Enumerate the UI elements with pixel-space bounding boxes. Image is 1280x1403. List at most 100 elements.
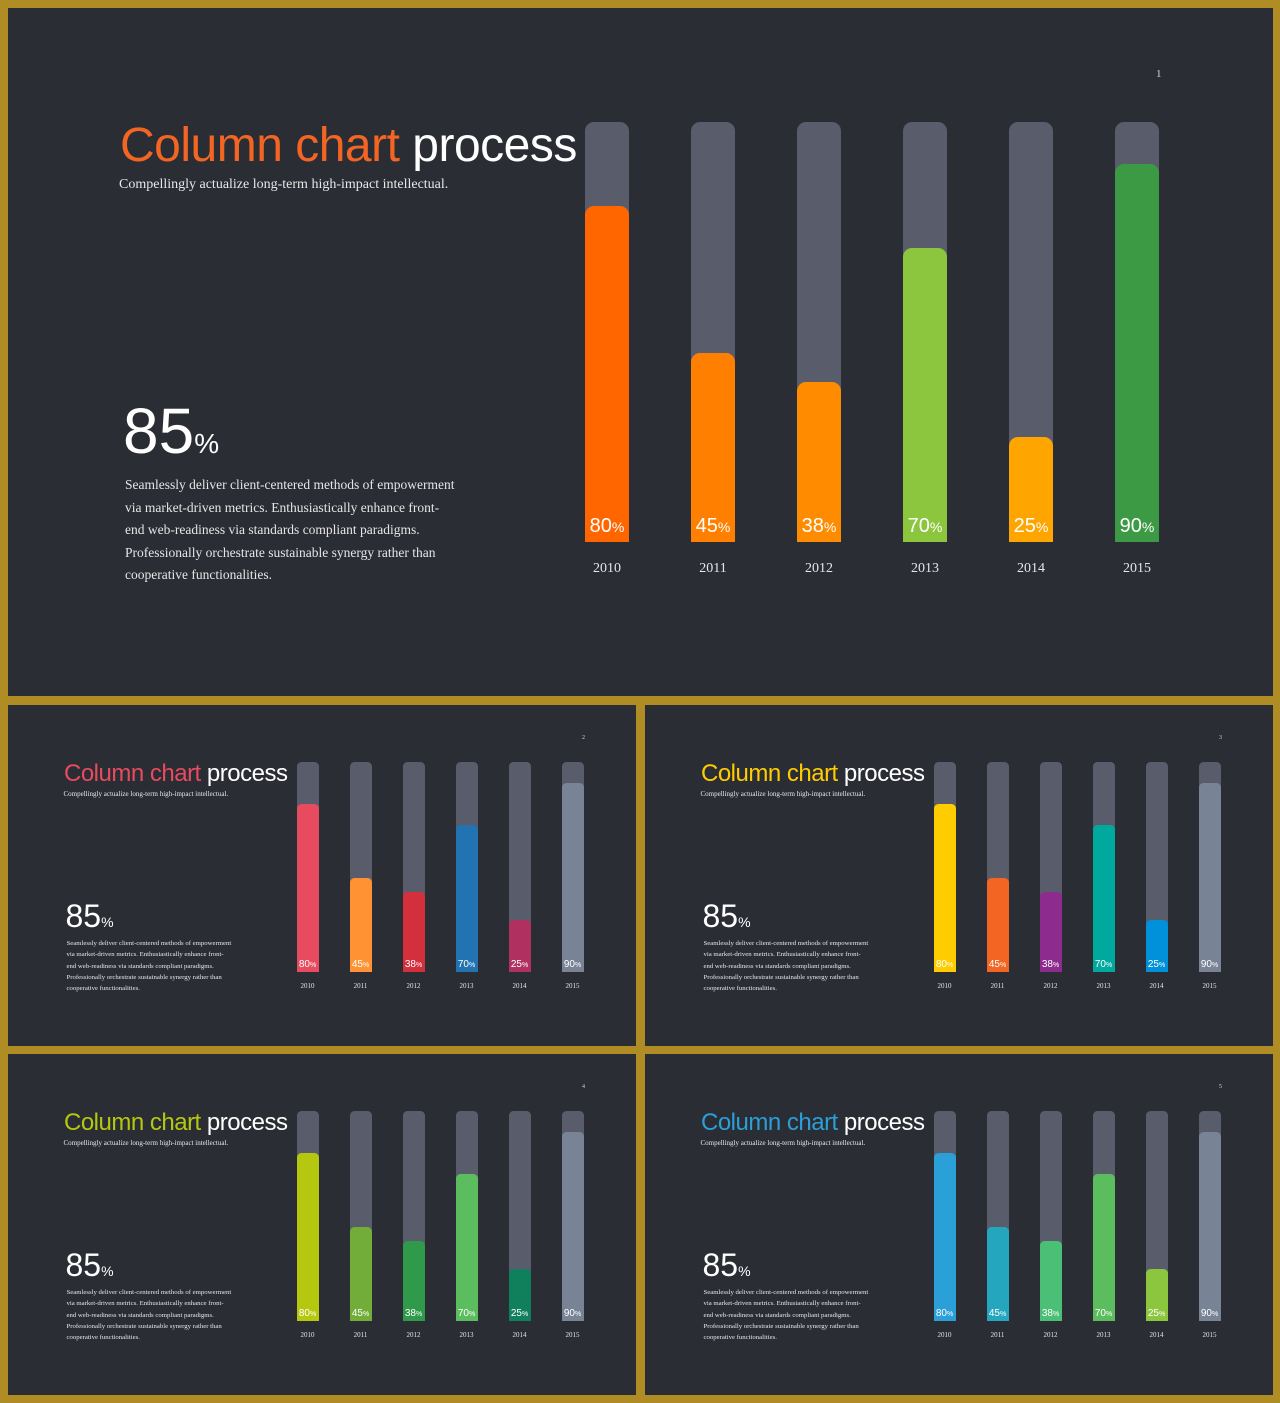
bar-value-number: 25 xyxy=(510,1308,522,1319)
bar-value-unit: % xyxy=(309,962,317,969)
body-text: Seamlessly deliver client-centered metho… xyxy=(704,1287,869,1343)
title-accent: Column chart xyxy=(701,760,838,787)
x-tick-label: 2014 xyxy=(1017,561,1045,576)
slide-title: Column chart process xyxy=(701,1109,925,1137)
bar-track-2013: 70% xyxy=(1092,1111,1115,1321)
title-accent: Column chart xyxy=(64,760,201,787)
body-line: end web-readiness via standards complian… xyxy=(703,1311,851,1319)
x-tick-label: 2012 xyxy=(1043,981,1058,990)
bar-value-unit: % xyxy=(1052,962,1060,969)
x-tick-label: 2010 xyxy=(937,981,952,990)
bar-value-number: 70 xyxy=(457,959,469,970)
bar-2013 xyxy=(455,1174,478,1321)
bar-track-2012: 38% xyxy=(402,1111,425,1321)
x-tick-label: 2014 xyxy=(512,981,527,990)
slide-number: 3 xyxy=(1219,735,1222,741)
bar-track-2012: 38% xyxy=(797,122,841,542)
bar-track-2010: 80% xyxy=(933,762,956,972)
bar-2013 xyxy=(1092,825,1115,972)
body-line: Seamlessly deliver client-centered metho… xyxy=(66,1289,232,1296)
body-line: end web-readiness via standards complian… xyxy=(66,962,214,970)
bar-value-number: 25 xyxy=(1147,1308,1159,1319)
bar-2014 xyxy=(508,1268,531,1321)
body-text: Seamlessly deliver client-centered metho… xyxy=(125,474,455,587)
big-number: 85 xyxy=(702,1247,739,1283)
bar-value-unit: % xyxy=(1105,1311,1113,1318)
bar-value-label: 90% xyxy=(1199,1308,1221,1319)
bar-value-label: 45% xyxy=(350,1308,372,1319)
bar-value-label: 70% xyxy=(1093,959,1115,970)
bar-track-2011: 45% xyxy=(349,762,372,972)
bar-value-number: 45 xyxy=(351,1308,363,1319)
big-unit: % xyxy=(101,914,114,930)
bar-value-unit: % xyxy=(309,1311,317,1318)
x-tick-label: 2015 xyxy=(1202,1330,1217,1339)
bar-track-2015: 90% xyxy=(1198,762,1221,972)
title-rest: process xyxy=(412,119,577,172)
x-tick-label: 2015 xyxy=(565,981,580,990)
bar-value-number: 80 xyxy=(298,1308,310,1319)
slide-title: Column chart process xyxy=(120,118,577,173)
slide-title: Column chart process xyxy=(64,1109,288,1137)
x-tick-label: 2011 xyxy=(699,561,727,576)
bar-value-unit: % xyxy=(999,962,1007,969)
bar-value-label: 45% xyxy=(987,1308,1009,1319)
bar-value-label: 90% xyxy=(1199,959,1221,970)
bar-value-number: 80 xyxy=(589,515,612,537)
bar-value-label: 38% xyxy=(403,1308,425,1319)
bar-value-unit: % xyxy=(717,519,731,535)
bar-value-unit: % xyxy=(946,1311,954,1318)
bar-value-number: 38 xyxy=(1041,959,1053,970)
body-line: via market-driven metrics. Enthusiastica… xyxy=(703,951,861,959)
bar-value-label: 70% xyxy=(903,515,947,538)
bar-value-number: 45 xyxy=(988,959,1000,970)
bar-2013 xyxy=(455,825,478,972)
bar-value-number: 25 xyxy=(510,959,522,970)
bar-value-number: 45 xyxy=(351,959,363,970)
bar-2010 xyxy=(933,804,956,972)
body-line: cooperative functionalities. xyxy=(66,985,140,992)
slide-title: Column chart process xyxy=(701,760,925,788)
bar-value-unit: % xyxy=(415,962,423,969)
slide-number: 1 xyxy=(1156,68,1162,80)
x-tick-label: 2012 xyxy=(406,981,421,990)
big-unit: % xyxy=(738,1263,751,1279)
bar-2011 xyxy=(349,877,372,972)
bar-value-label: 80% xyxy=(585,515,629,538)
title-accent: Column chart xyxy=(120,119,400,172)
bar-value-unit: % xyxy=(1105,962,1113,969)
bar-value-unit: % xyxy=(946,962,954,969)
bar-track-2013: 70% xyxy=(455,1111,478,1321)
big-unit: % xyxy=(194,428,220,459)
bar-value-unit: % xyxy=(1052,1311,1060,1318)
bar-track-2010: 80% xyxy=(296,762,319,972)
big-number: 85 xyxy=(65,1247,102,1283)
title-rest: process xyxy=(206,1109,288,1136)
bar-2012 xyxy=(402,1241,425,1321)
big-number: 85 xyxy=(702,898,739,934)
bar-value-label: 25% xyxy=(1146,1308,1168,1319)
slide-title: Column chart process xyxy=(64,760,288,788)
big-percentage: 85% xyxy=(66,898,114,935)
bar-track-2012: 38% xyxy=(1039,1111,1062,1321)
x-tick-label: 2011 xyxy=(990,1330,1005,1339)
bar-value-unit: % xyxy=(415,1311,423,1318)
bar-track-2014: 25% xyxy=(1145,762,1168,972)
bar-value-label: 70% xyxy=(456,959,478,970)
body-line: cooperative functionalities. xyxy=(703,1334,777,1341)
slide-subtitle: Compellingly actualize long-term high-im… xyxy=(119,177,449,192)
bar-2012 xyxy=(402,892,425,972)
body-line: Professionally orchestrate sustainable s… xyxy=(66,1322,222,1330)
big-percentage: 85% xyxy=(703,898,751,935)
body-line: Professionally orchestrate sustainable s… xyxy=(125,544,436,560)
bar-2014 xyxy=(1009,437,1053,542)
body-line: Seamlessly deliver client-centered metho… xyxy=(703,940,869,947)
bar-value-unit: % xyxy=(1141,519,1155,535)
title-rest: process xyxy=(843,760,925,787)
bar-2013 xyxy=(1092,1174,1115,1321)
body-line: end web-readiness via standards complian… xyxy=(66,1311,214,1319)
bar-value-label: 90% xyxy=(1115,515,1159,538)
body-line: Seamlessly deliver client-centered metho… xyxy=(703,1289,869,1296)
body-line: via market-driven metrics. Enthusiastica… xyxy=(66,951,224,959)
bar-2014 xyxy=(1145,919,1168,972)
